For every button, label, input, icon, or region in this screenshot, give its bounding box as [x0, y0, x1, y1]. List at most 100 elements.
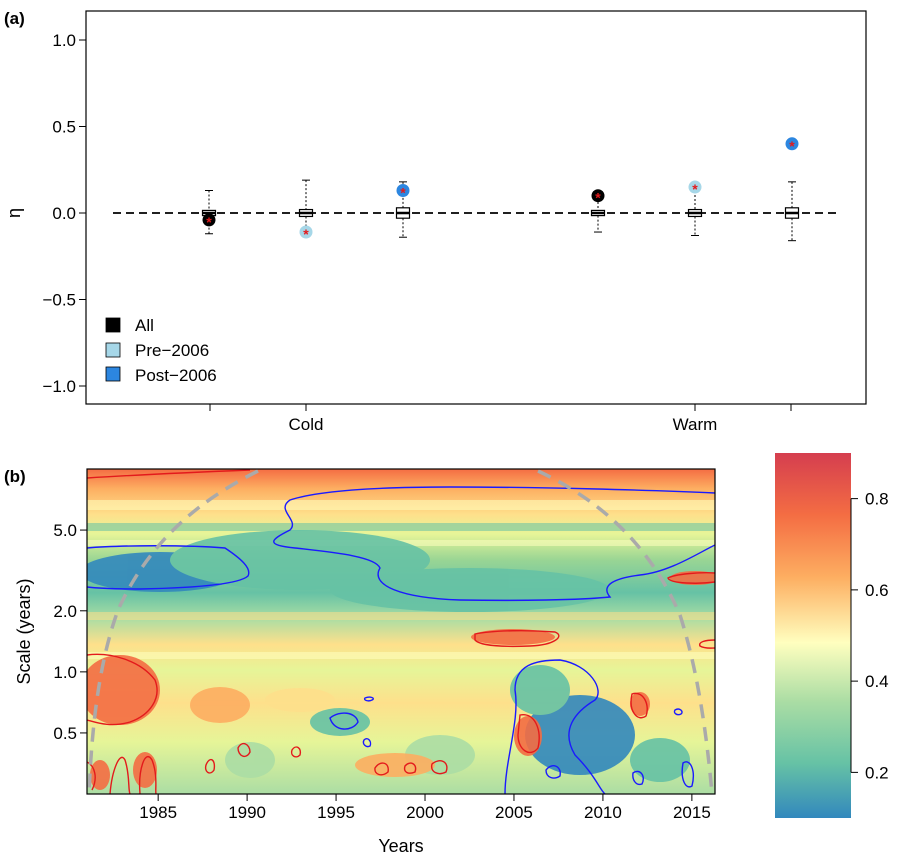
colorbar-tick-label: 0.2: [865, 763, 889, 782]
contour-red: [474, 629, 560, 648]
contour-blue: [329, 712, 359, 730]
contour-red: [431, 760, 448, 775]
y-tick-label: 5.0: [53, 521, 77, 540]
panel-b-plot: 0.5 1.0 2.0 5.0 1985 1990 1995 2000 2005 2010 201…: [14, 468, 716, 856]
x-tick-label: 2000: [406, 803, 444, 822]
y-tick-label: −0.5: [42, 291, 76, 310]
colorbar-tick-label: 0.6: [865, 581, 889, 600]
y-axis-label: η: [4, 208, 24, 218]
observed-point: [688, 180, 702, 194]
band: [87, 523, 715, 531]
high-region: [190, 687, 250, 723]
panel-b-label: (b): [4, 467, 26, 486]
contour-blue: [273, 486, 715, 602]
contour-red: [290, 746, 302, 758]
legend-label-all: All: [135, 316, 154, 335]
x-tick-label: 2005: [495, 803, 533, 822]
y-axis: −1.0 −0.5 0.0 0.5 1.0: [42, 31, 87, 396]
x-tick-label: Warm: [673, 415, 718, 434]
high-region: [90, 760, 110, 790]
band: [87, 500, 715, 510]
significance-star: *: [400, 185, 406, 201]
observed-point: [396, 184, 410, 198]
high-region: [87, 655, 160, 725]
contour-red: [87, 469, 251, 479]
contour-red: [517, 714, 540, 753]
significance-star: *: [595, 190, 601, 206]
y-tick-label: 0.0: [52, 204, 76, 223]
contour-red: [87, 761, 96, 791]
y-tick-label: 1.0: [53, 663, 77, 682]
contour-blue: [363, 696, 374, 702]
x-tick-label: 2010: [584, 803, 622, 822]
y-axis-label: Scale (years): [14, 578, 34, 684]
low-region: [170, 530, 430, 590]
legend-label-post-2006: Post−2006: [135, 366, 217, 385]
observed-point: [299, 225, 313, 239]
cone-of-influence: [87, 469, 714, 794]
x-tick-label: 1995: [317, 803, 355, 822]
contour-red: [138, 756, 157, 794]
y-tick-label: 1.0: [52, 31, 76, 50]
y-tick-label: −1.0: [42, 377, 76, 396]
x-axis-label: Years: [378, 836, 423, 856]
contour-red: [237, 742, 251, 758]
colorbar-tick-label: 0.4: [865, 672, 889, 691]
contour-blue: [632, 770, 644, 786]
low-region: [310, 708, 370, 736]
coi-right: [537, 469, 714, 794]
low-region: [630, 738, 690, 782]
contour-red: [374, 762, 389, 776]
contour-red: [667, 572, 715, 584]
red-contours: [87, 469, 715, 794]
y-tick-label: 2.0: [53, 602, 77, 621]
coi-left: [87, 469, 259, 794]
contour-red: [204, 758, 216, 774]
low-region: [510, 665, 570, 715]
legend-swatch-pre-2006: [105, 342, 121, 358]
contour-red: [403, 762, 417, 774]
contour-blue: [545, 765, 561, 779]
x-tick-label: Cold: [289, 415, 324, 434]
colorbar-ticks: 0.2 0.4 0.6 0.8: [850, 490, 889, 782]
x-axis: 1985 1990 1995 2000 2005 2010 2015: [139, 793, 711, 822]
high-region: [133, 752, 157, 788]
low-region: [330, 568, 610, 612]
low-region: [525, 695, 635, 775]
high-region: [265, 688, 335, 712]
contour-blue: [87, 545, 250, 590]
contour-blue: [362, 737, 372, 748]
contour-red: [630, 692, 648, 719]
contour-blue: [504, 659, 606, 794]
low-region: [225, 742, 275, 778]
contour-red: [698, 639, 715, 649]
x-tick-label: 1990: [228, 803, 266, 822]
significance-star: *: [692, 181, 698, 197]
high-value-regions: [87, 571, 715, 790]
box-marks: * * * * * *: [201, 137, 800, 242]
panel-a-label: (a): [4, 9, 25, 28]
y-axis: 0.5 1.0 2.0 5.0: [53, 521, 88, 743]
legend-swatch-post-2006: [105, 366, 121, 382]
significance-star: *: [789, 138, 795, 154]
observed-point: [785, 137, 799, 151]
y-tick-label: 0.5: [53, 724, 77, 743]
panel-a-plot: −1.0 −0.5 0.0 0.5 1.0 Cold Warm * * * * * * η All …: [4, 10, 867, 434]
colorbar-gradient: [775, 453, 851, 818]
band: [87, 612, 715, 620]
high-region: [630, 692, 650, 716]
blue-contours: [87, 486, 715, 794]
significance-star: *: [206, 214, 212, 230]
x-tick-label: 1985: [139, 803, 177, 822]
significance-star: *: [303, 226, 309, 242]
contour-red: [87, 653, 158, 726]
high-region: [471, 629, 555, 645]
band: [87, 652, 715, 659]
x-tick-label: 2015: [673, 803, 711, 822]
observed-point: [591, 189, 605, 203]
heatmap: [87, 469, 715, 794]
contour-red: [109, 756, 131, 794]
colorbar: 0.2 0.4 0.6 0.8: [775, 453, 889, 818]
